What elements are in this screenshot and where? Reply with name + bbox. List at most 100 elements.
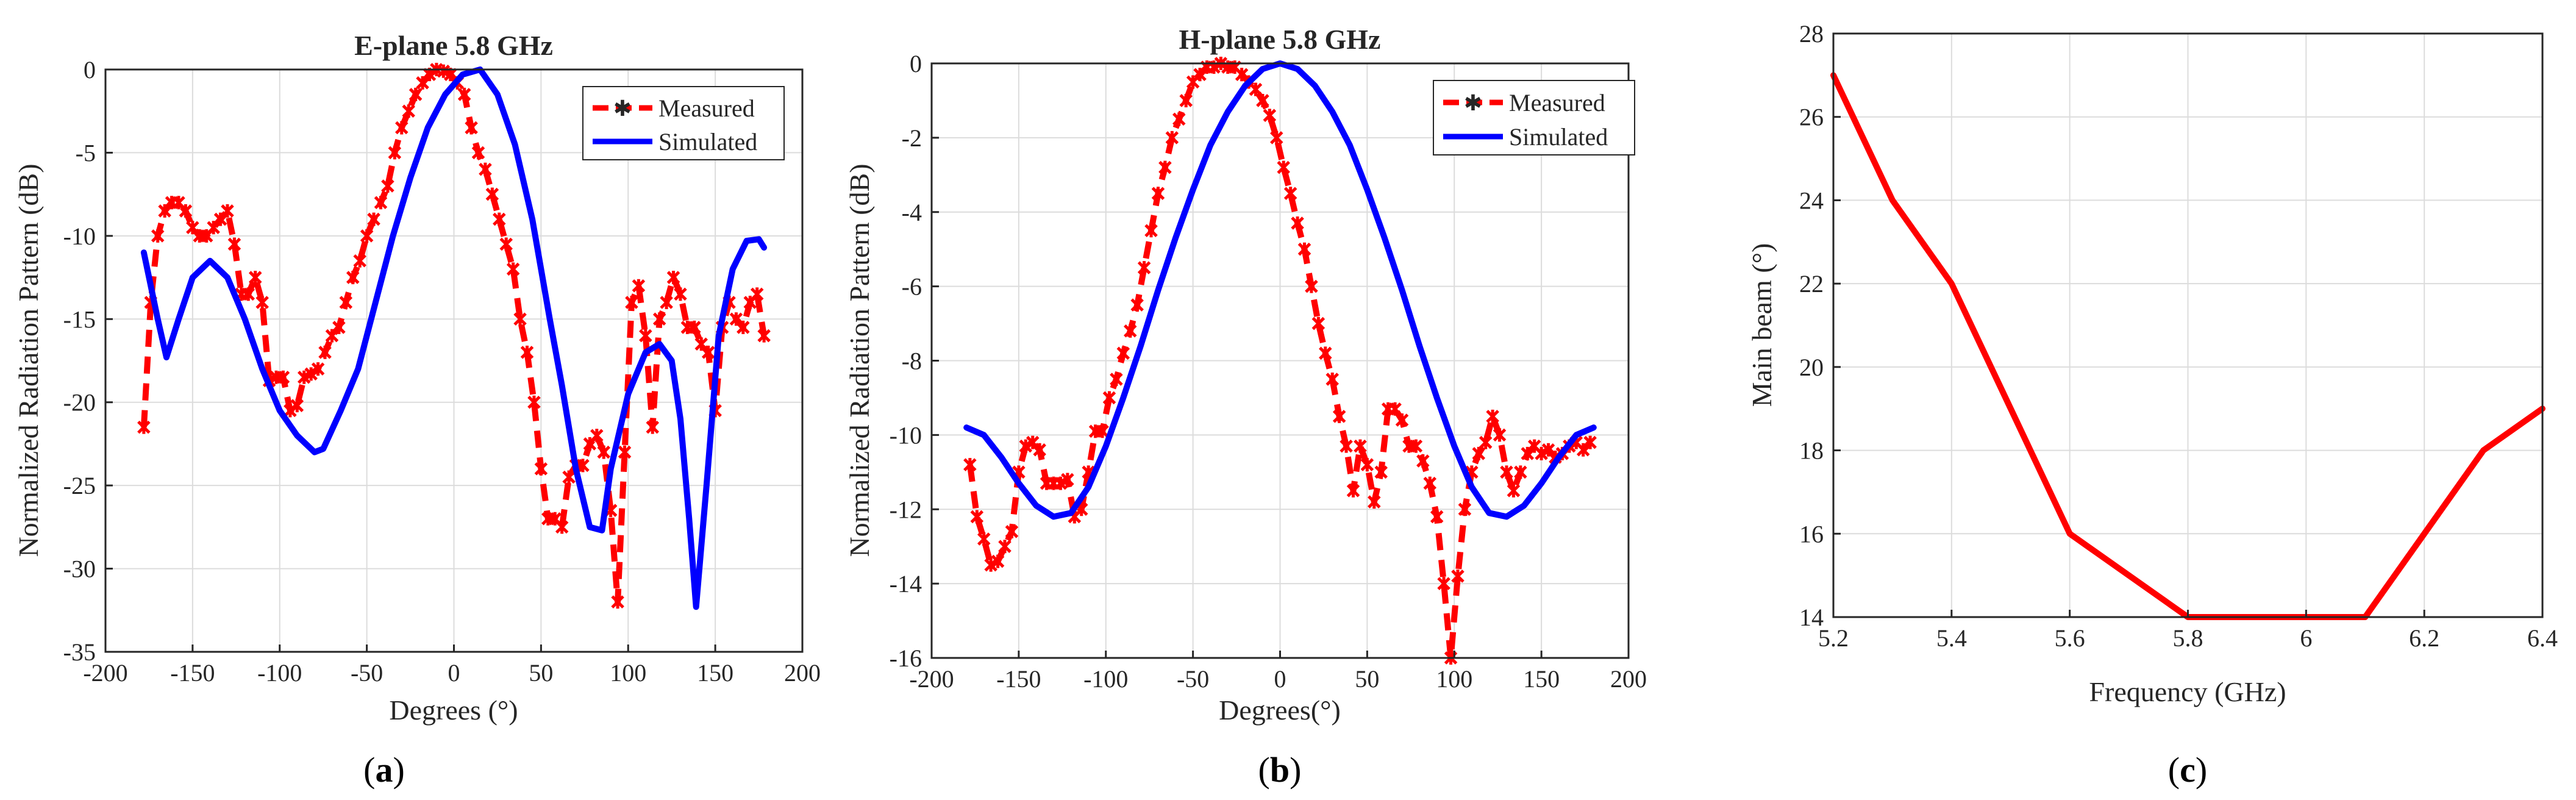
series-measured-point xyxy=(1263,109,1277,123)
series-measured-point xyxy=(688,320,701,334)
series-measured-point xyxy=(395,121,409,135)
legend-simulated-label: Simulated xyxy=(1509,123,1608,151)
series-measured-point xyxy=(1437,577,1450,591)
panel-label-b: (b) xyxy=(1258,750,1302,790)
series-measured-point xyxy=(457,87,471,101)
series-measured-point xyxy=(465,121,478,135)
series-measured-point xyxy=(984,558,997,572)
x-axis-title: Degrees(°) xyxy=(1219,695,1341,726)
x-tick-label: 0 xyxy=(448,659,460,687)
chart-title: E-plane 5.8 GHz xyxy=(354,30,553,61)
x-tick-label: 6.2 xyxy=(2409,624,2439,652)
series-measured-point xyxy=(737,320,750,334)
x-tick-label: 5.4 xyxy=(1936,624,1967,652)
series-measured-point xyxy=(1130,298,1144,312)
y-tick-label: 28 xyxy=(1799,20,1824,48)
series-measured-point xyxy=(666,271,680,285)
series-measured-point xyxy=(1116,346,1130,360)
series-measured-point xyxy=(1291,216,1304,230)
series-measured-point xyxy=(353,254,366,268)
series-measured-point xyxy=(674,287,687,301)
x-tick-label: 50 xyxy=(529,659,553,687)
series-measured-point xyxy=(652,312,666,326)
series-measured-point xyxy=(1486,409,1499,423)
series-measured-point xyxy=(1102,391,1116,405)
legend-simulated-label: Simulated xyxy=(658,128,757,155)
series-measured-point xyxy=(1270,130,1283,145)
y-tick-label: -14 xyxy=(890,570,922,598)
series-measured-point xyxy=(1500,465,1513,479)
series-measured-point xyxy=(1416,454,1430,468)
e-plane-chart: -200 -150 -100 -50 0 50 100 150 200 0 -5 -10 -15 -20 -… xyxy=(13,30,821,790)
series-measured-point xyxy=(1256,93,1269,107)
x-tick-label: 100 xyxy=(610,659,646,687)
y-tick-label: -2 xyxy=(902,124,922,152)
x-tick-label: 6 xyxy=(2300,624,2312,652)
series-measured-point xyxy=(639,329,652,343)
x-tick-label: -200 xyxy=(83,659,127,687)
series-measured-point xyxy=(1123,324,1137,338)
series-measured-point xyxy=(1158,160,1172,174)
main-beam-chart: 5.2 5.4 5.6 5.8 6 6.2 6.4 14 16 18 20 22 24 26 28 Freq… xyxy=(1746,20,2558,790)
y-tick-label: -10 xyxy=(63,223,96,250)
panel-label-a: (a) xyxy=(363,750,405,790)
series-measured-point xyxy=(590,429,604,443)
series-measured-point xyxy=(1110,372,1123,386)
x-tick-label: 5.6 xyxy=(2055,624,2085,652)
series-measured-point xyxy=(137,420,151,434)
series-measured-point xyxy=(485,187,499,201)
series-measured-point xyxy=(1283,187,1297,201)
series-measured-point xyxy=(360,229,374,243)
series-measured-point xyxy=(998,540,1011,554)
x-tick-label: 50 xyxy=(1355,665,1379,693)
series-measured-point xyxy=(227,237,241,251)
legend-measured-label: Measured xyxy=(658,95,755,122)
series-measured-point xyxy=(409,87,423,101)
y-tick-label: -8 xyxy=(902,348,922,375)
series-measured-point xyxy=(179,204,193,218)
x-axis-title: Degrees (°) xyxy=(389,695,518,726)
series-measured-point xyxy=(1368,495,1381,509)
y-tick-label: -10 xyxy=(890,421,922,449)
y-tick-label: -30 xyxy=(63,555,96,583)
series-measured-point xyxy=(221,204,234,218)
series-measured-point xyxy=(632,279,646,293)
series-measured-point xyxy=(1305,279,1318,293)
x-tick-label: -150 xyxy=(996,665,1041,693)
series-measured-point xyxy=(1395,413,1409,427)
series-measured-point xyxy=(1507,484,1521,498)
x-tick-label: 0 xyxy=(1274,665,1286,693)
y-tick-label: 20 xyxy=(1799,354,1824,381)
series-measured-point xyxy=(318,345,332,359)
series-measured-point xyxy=(1005,524,1019,538)
series-measured-point xyxy=(1019,439,1033,453)
x-axis-title: Frequency (GHz) xyxy=(2089,676,2286,707)
series-measured-point xyxy=(1479,435,1493,449)
series-measured-point xyxy=(311,362,325,376)
x-tick-label: -100 xyxy=(257,659,302,687)
y-tick-label: 0 xyxy=(910,50,922,77)
series-measured-point xyxy=(374,196,388,210)
series-measured-point xyxy=(977,532,991,546)
series-measured-point xyxy=(625,296,638,309)
x-tick-label: 150 xyxy=(697,659,733,687)
legend-measured-label: Measured xyxy=(1509,89,1605,116)
series-measured-point xyxy=(506,262,520,276)
series-measured-point xyxy=(750,287,764,301)
x-tick-label: -50 xyxy=(1177,665,1209,693)
series-measured-point xyxy=(1277,160,1290,174)
series-simulated-line xyxy=(140,66,768,610)
series-measured-point xyxy=(1583,435,1597,449)
x-tick-label: 150 xyxy=(1523,665,1560,693)
series-measured-point xyxy=(1388,402,1402,416)
series-measured-point xyxy=(1472,446,1486,460)
series-measured-point xyxy=(339,296,353,309)
series-measured-point xyxy=(402,104,415,118)
x-tick-label: -50 xyxy=(351,659,383,687)
series-measured-point xyxy=(520,345,534,359)
y-axis-title: Main beam (°) xyxy=(1746,243,1777,407)
series-measured-point xyxy=(562,470,576,484)
series-measured-point xyxy=(527,395,541,409)
y-axis-title: Normalized Radiation Pattern (dB) xyxy=(844,163,875,557)
